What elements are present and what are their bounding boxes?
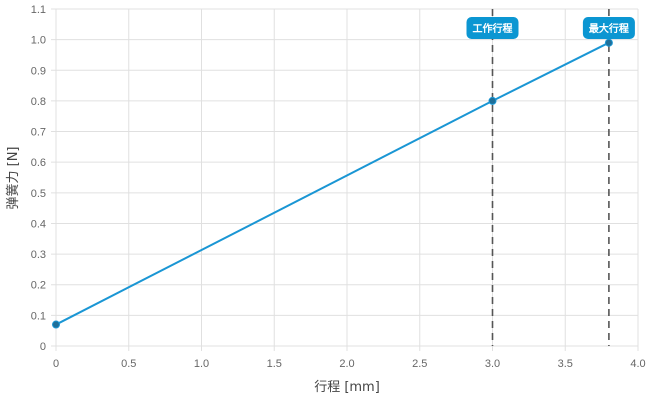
annotation-lines <box>491 9 610 346</box>
y-tick-label: 0.3 <box>31 249 46 261</box>
annotation-badge <box>466 17 519 39</box>
annotation-label: 最大行程 <box>589 22 629 35</box>
annotations: 工作行程 最大行程 <box>466 17 635 39</box>
y-tick-label: 0.8 <box>31 96 46 108</box>
y-tick-label: 0.4 <box>31 218 46 230</box>
y-tick-label: 0.5 <box>31 188 46 200</box>
x-tick-label: 2.0 <box>339 358 354 370</box>
x-tick-label: 4.0 <box>630 358 645 370</box>
x-tick-label: 1.0 <box>194 358 209 370</box>
annotation-label: 工作行程 <box>473 22 513 35</box>
y-tick-label: 0.6 <box>31 157 46 169</box>
y-tick-label: 1.0 <box>31 35 46 47</box>
data-point <box>604 38 613 47</box>
y-tick-label: 0.1 <box>31 310 46 322</box>
series <box>52 38 613 329</box>
y-tick-label: 0.9 <box>31 65 46 77</box>
y-axis-label: 弹簧力 [N] <box>5 146 21 209</box>
x-tick-label: 1.5 <box>267 358 282 370</box>
x-axis-ticks: 0 0.5 1.0 1.5 2.0 2.5 3.0 3.5 4.0 <box>53 358 646 370</box>
series-line <box>55 41 610 326</box>
x-tick-label: 3.0 <box>485 358 500 370</box>
x-tick-label: 0.5 <box>121 358 136 370</box>
x-tick-label: 0 <box>53 358 59 370</box>
y-tick-label: 0 <box>40 341 46 353</box>
grid <box>51 8 639 351</box>
annotation-badge <box>582 17 635 39</box>
x-tick-label: 2.5 <box>412 358 427 370</box>
y-tick-label: 0.7 <box>31 127 46 139</box>
data-point <box>52 320 60 329</box>
y-tick-label: 1.1 <box>31 4 46 16</box>
data-point <box>488 96 497 105</box>
x-axis-label: 行程 [mm] <box>314 380 380 395</box>
x-tick-label: 3.5 <box>558 358 573 370</box>
y-tick-label: 0.2 <box>31 280 46 292</box>
y-axis-ticks: 0 0.1 0.2 0.3 0.4 0.5 0.6 0.7 0.8 0.9 1.0 1.1 <box>31 4 46 353</box>
